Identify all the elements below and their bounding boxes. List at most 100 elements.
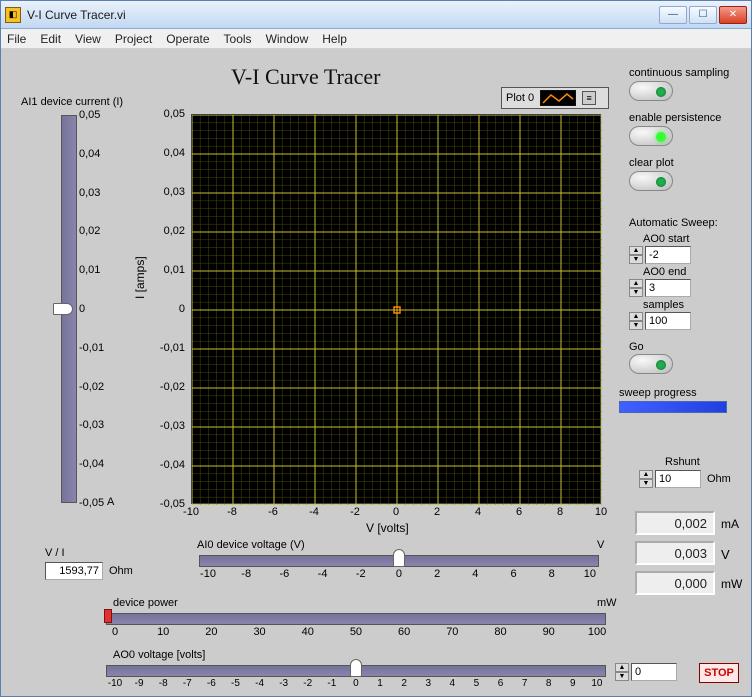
plot-line-style-icon[interactable] (540, 90, 576, 106)
titlebar[interactable]: ◧ V-I Curve Tracer.vi — ☐ ✕ (1, 1, 751, 29)
slider-tick: 0 (347, 678, 365, 689)
slider-tick: 10 (581, 568, 599, 580)
clear-plot-button[interactable] (629, 171, 673, 191)
persistence-toggle[interactable] (629, 126, 673, 146)
close-button[interactable]: ✕ (719, 6, 747, 24)
spin-up-icon[interactable]: ▲ (629, 246, 643, 255)
continuous-toggle[interactable] (629, 81, 673, 101)
spin-down-icon[interactable]: ▼ (615, 672, 629, 681)
ai0-slider-thumb[interactable] (393, 549, 405, 567)
plot-legend-label: Plot 0 (506, 92, 534, 104)
spin-down-icon[interactable]: ▼ (629, 255, 643, 264)
graph-ytick: -0,02 (149, 381, 185, 393)
xy-graph[interactable] (191, 114, 601, 504)
slider-tick: -3 (275, 678, 293, 689)
spin-down-icon[interactable]: ▼ (629, 288, 643, 297)
menubar: File Edit View Project Operate Tools Win… (1, 29, 751, 49)
maximize-button[interactable]: ☐ (689, 6, 717, 24)
slider-tick: 0 (390, 568, 408, 580)
ai1-unit: A (107, 496, 114, 508)
slider-tick: 100 (588, 626, 606, 638)
slider-tick: 90 (540, 626, 558, 638)
ai1-tick: -0,01 (79, 342, 104, 354)
slider-tick: 3 (419, 678, 437, 689)
slider-tick: -6 (202, 678, 220, 689)
spin-up-icon[interactable]: ▲ (629, 279, 643, 288)
spin-up-icon[interactable]: ▲ (639, 470, 653, 479)
ao0-slider-thumb[interactable] (350, 659, 362, 677)
ao0-end-input[interactable] (645, 279, 691, 297)
graph-xtick: 6 (507, 506, 531, 518)
ai1-slider-thumb[interactable] (53, 303, 73, 315)
spin-up-icon[interactable]: ▲ (629, 312, 643, 321)
power-slider[interactable]: 0102030405060708090100 (106, 605, 606, 645)
ai1-tick: 0,05 (79, 109, 100, 121)
app-window: ◧ V-I Curve Tracer.vi — ☐ ✕ File Edit Vi… (0, 0, 752, 697)
samples-input[interactable] (645, 312, 691, 330)
readout-power: 0,000 (635, 571, 715, 595)
sweep-title: Automatic Sweep: (629, 217, 718, 229)
slider-tick: -5 (226, 678, 244, 689)
graph-xtick: 0 (384, 506, 408, 518)
ai1-tick: 0,01 (79, 264, 100, 276)
graph-xtick: 10 (589, 506, 613, 518)
menu-tools[interactable]: Tools (224, 32, 252, 46)
menu-view[interactable]: View (75, 32, 101, 46)
menu-edit[interactable]: Edit (40, 32, 61, 46)
slider-tick: -8 (154, 678, 172, 689)
menu-file[interactable]: File (7, 32, 26, 46)
spin-down-icon[interactable]: ▼ (639, 479, 653, 488)
graph-xtick: -6 (261, 506, 285, 518)
slider-tick: -4 (251, 678, 269, 689)
menu-operate[interactable]: Operate (166, 32, 209, 46)
slider-tick: 20 (202, 626, 220, 638)
ao0-numeric-input[interactable] (631, 663, 677, 681)
ao0-slider[interactable]: -10-9-8-7-6-5-4-3-2-1012345678910 (106, 657, 606, 697)
ao0-end-control[interactable]: ▲▼ (629, 279, 691, 297)
window-title: V-I Curve Tracer.vi (27, 8, 659, 22)
graph-ytick: 0,05 (149, 108, 185, 120)
spin-up-icon[interactable]: ▲ (615, 663, 629, 672)
rshunt-unit: Ohm (707, 473, 731, 485)
slider-tick: -10 (106, 678, 124, 689)
menu-project[interactable]: Project (115, 32, 152, 46)
slider-tick: 0 (106, 626, 124, 638)
slider-tick: 4 (466, 568, 484, 580)
rshunt-control[interactable]: ▲▼ (639, 470, 701, 488)
ao0-start-input[interactable] (645, 246, 691, 264)
go-button[interactable] (629, 354, 673, 374)
power-slider-thumb[interactable] (104, 609, 112, 623)
readout-current: 0,002 (635, 511, 715, 535)
sweep-progress (619, 401, 727, 413)
menu-window[interactable]: Window (266, 32, 309, 46)
vi-label: V / I (45, 547, 65, 559)
slider-tick: 4 (443, 678, 461, 689)
slider-tick: 60 (395, 626, 413, 638)
samples-control[interactable]: ▲▼ (629, 312, 691, 330)
minimize-button[interactable]: — (659, 6, 687, 24)
slider-tick: -2 (352, 568, 370, 580)
ao0-numeric-control[interactable]: ▲▼ (615, 663, 677, 681)
slider-tick: -4 (314, 568, 332, 580)
spin-down-icon[interactable]: ▼ (629, 321, 643, 330)
plot-options-icon[interactable]: ≡ (582, 91, 596, 105)
ao0-start-control[interactable]: ▲▼ (629, 246, 691, 264)
graph-ytick: -0,03 (149, 420, 185, 432)
app-icon: ◧ (5, 7, 21, 23)
slider-tick: -2 (299, 678, 317, 689)
slider-tick: -6 (275, 568, 293, 580)
menu-help[interactable]: Help (322, 32, 347, 46)
ai0-slider[interactable]: -10-8-6-4-20246810 (199, 547, 599, 587)
plot-legend[interactable]: Plot 0 ≡ (501, 87, 609, 109)
stop-button[interactable]: STOP (699, 663, 739, 683)
graph-xtick: -4 (302, 506, 326, 518)
graph-ytick: 0,04 (149, 147, 185, 159)
vi-value[interactable] (45, 562, 103, 580)
ai1-tick: 0 (79, 303, 85, 315)
slider-tick: 2 (428, 568, 446, 580)
clear-label: clear plot (629, 157, 674, 169)
slider-tick: 40 (299, 626, 317, 638)
slider-tick: 50 (347, 626, 365, 638)
slider-tick: 8 (543, 568, 561, 580)
rshunt-input[interactable] (655, 470, 701, 488)
